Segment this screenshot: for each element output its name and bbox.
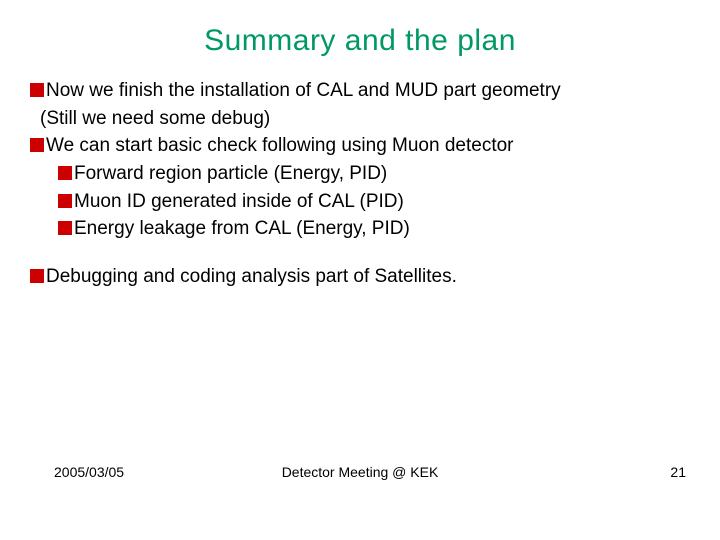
bullet-text: We can start basic check following using… [46, 133, 514, 159]
bullet-line: Now we finish the installation of CAL an… [30, 78, 690, 104]
footer-meeting: Detector Meeting @ KEK [0, 464, 720, 480]
square-bullet-icon [30, 83, 44, 97]
bullet-line: Debugging and coding analysis part of Sa… [30, 264, 690, 290]
bullet-text: Debugging and coding analysis part of Sa… [46, 264, 457, 290]
bullet-text: Forward region particle (Energy, PID) [74, 161, 387, 187]
spacer [30, 244, 690, 262]
sub-bullet-line: Energy leakage from CAL (Energy, PID) [30, 216, 690, 242]
square-bullet-icon [58, 194, 72, 208]
square-bullet-icon [30, 269, 44, 283]
slide-title-container: Summary and the plan [0, 0, 720, 76]
slide-title: Summary and the plan [204, 24, 516, 57]
sub-bullet-line: Muon ID generated inside of CAL (PID) [30, 189, 690, 215]
bullet-line: We can start basic check following using… [30, 133, 690, 159]
square-bullet-icon [58, 166, 72, 180]
sub-bullet-line: Forward region particle (Energy, PID) [30, 161, 690, 187]
bullet-text: Energy leakage from CAL (Energy, PID) [74, 216, 410, 242]
square-bullet-icon [30, 138, 44, 152]
bullet-text: Now we finish the installation of CAL an… [46, 78, 561, 104]
continuation-line: (Still we need some debug) [30, 106, 690, 132]
bullet-text: Muon ID generated inside of CAL (PID) [74, 189, 404, 215]
slide-footer: 2005/03/05 Detector Meeting @ KEK 21 [0, 464, 720, 480]
slide-content: Now we finish the installation of CAL an… [0, 78, 720, 289]
bullet-text: (Still we need some debug) [40, 106, 270, 132]
footer-page-number: 21 [670, 464, 686, 480]
square-bullet-icon [58, 221, 72, 235]
slide: Summary and the plan Now we finish the i… [0, 0, 720, 540]
